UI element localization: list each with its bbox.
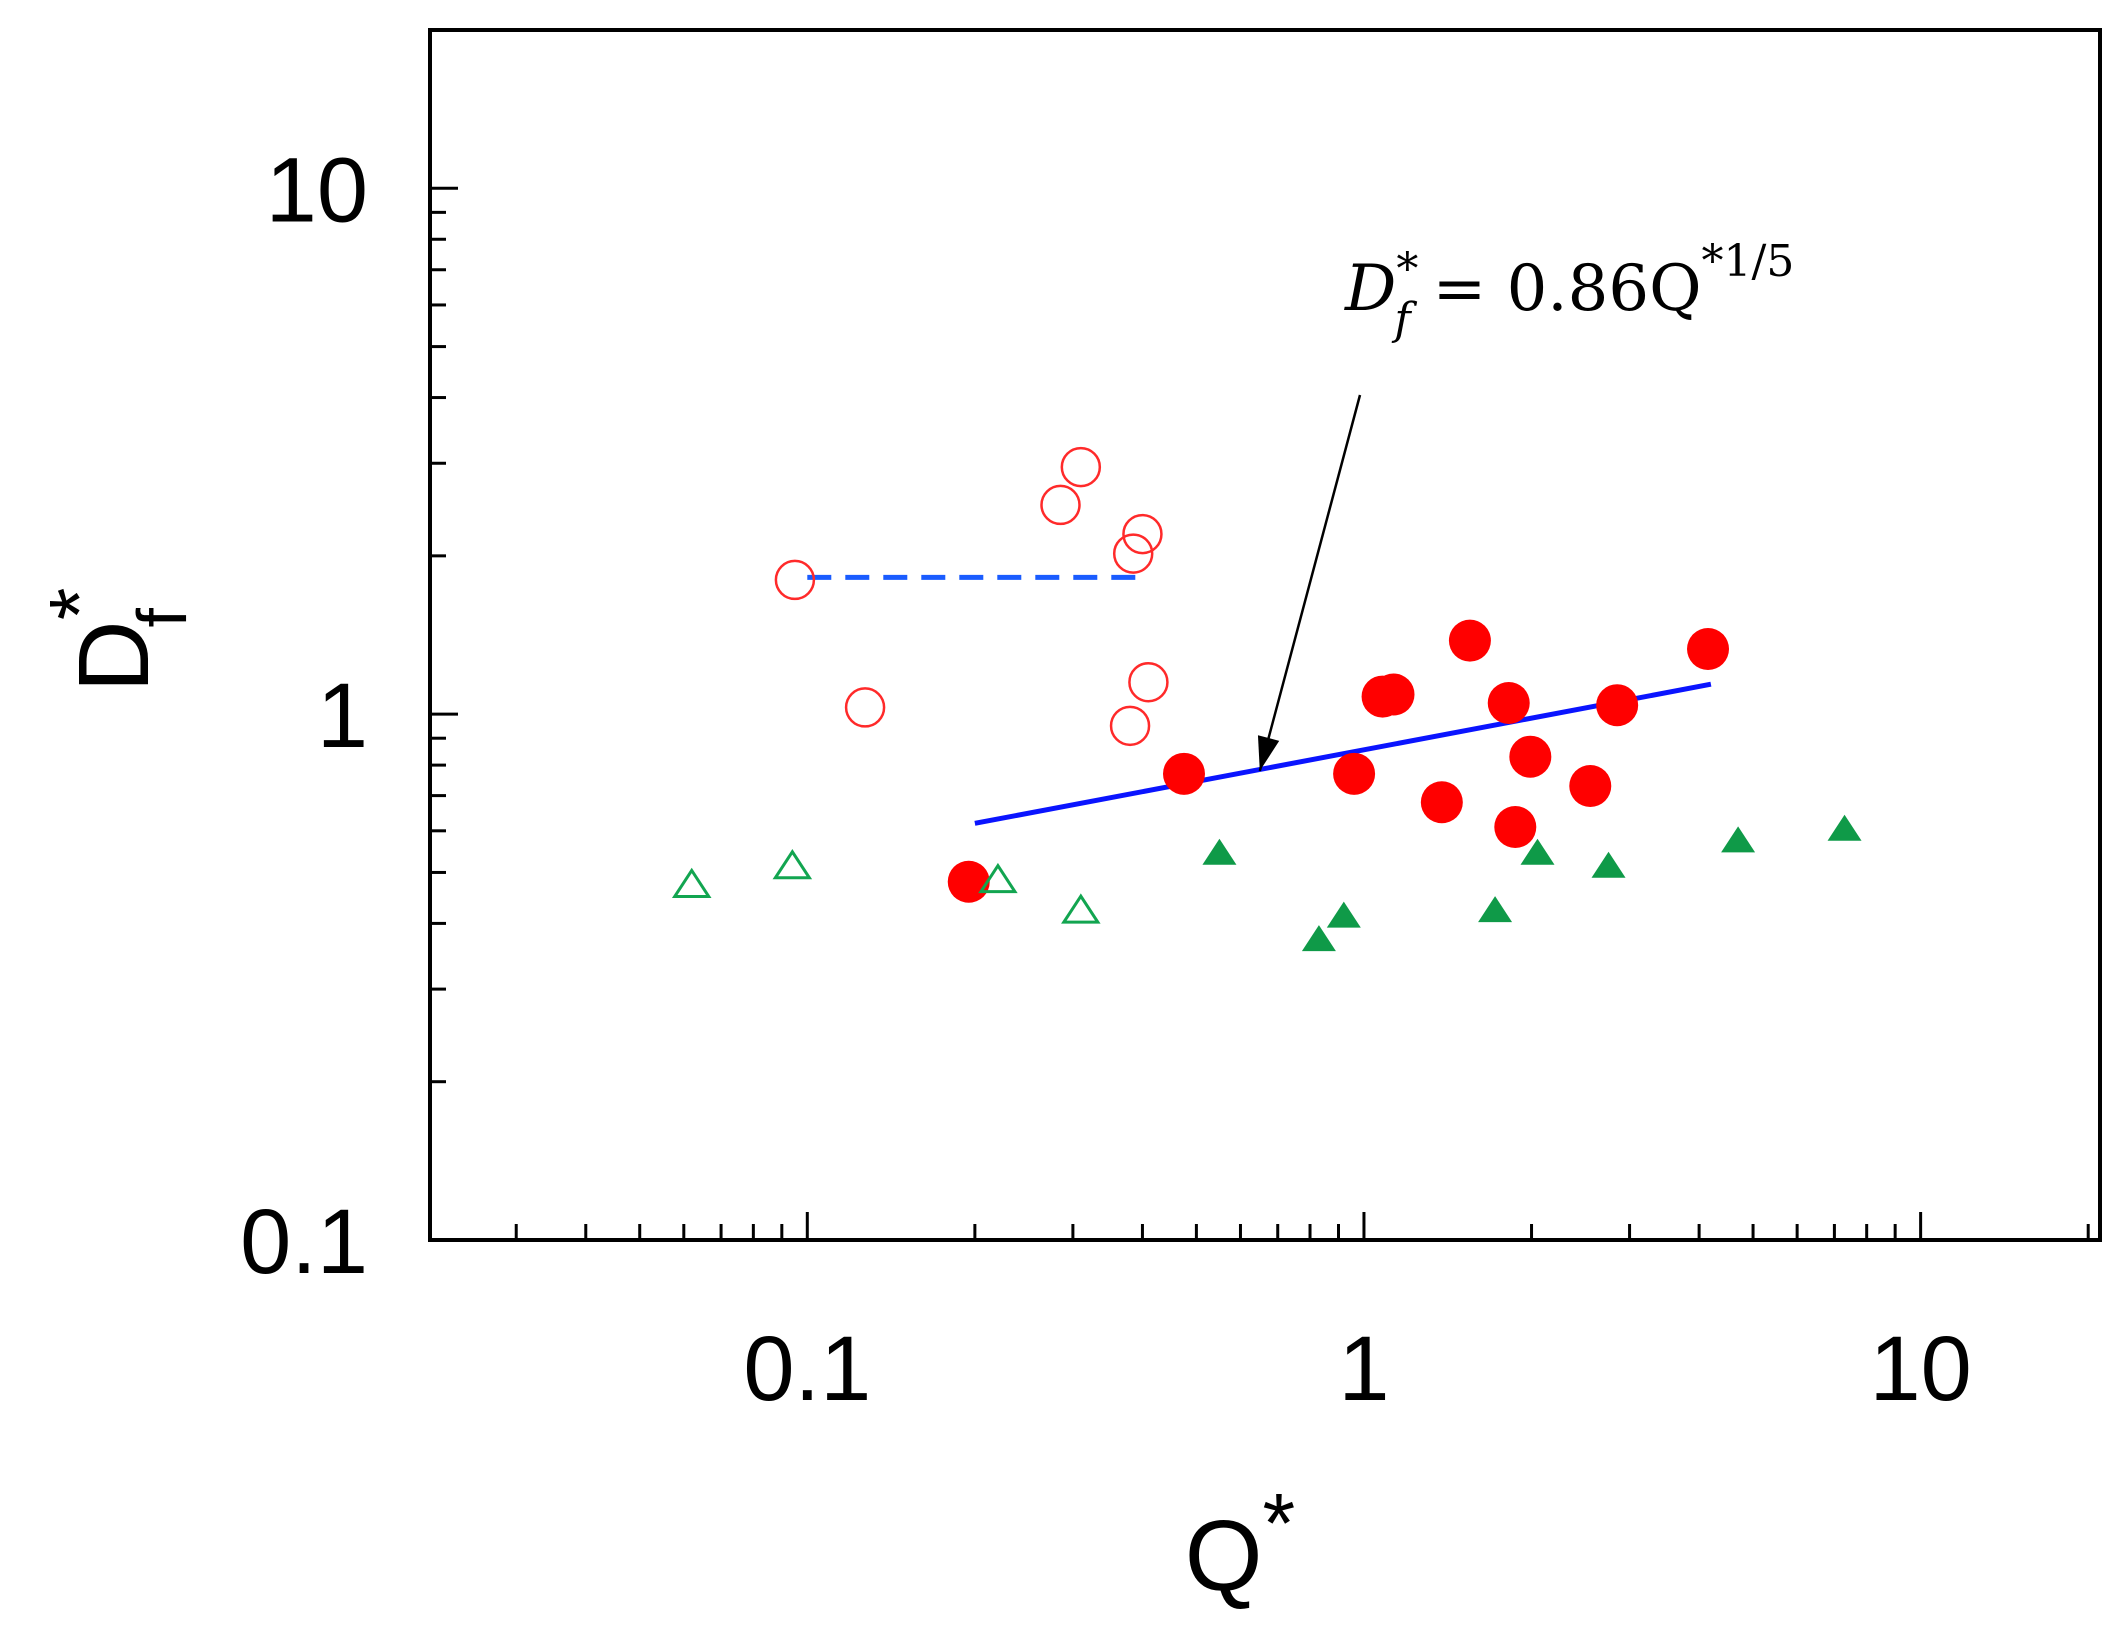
y-axis-label-main: D [58, 620, 170, 692]
y-tick-label: 1 [317, 665, 368, 767]
filled-circle-point [1569, 765, 1612, 808]
tick-labels: 0.1 1 10 0.1 1 10 [240, 139, 1972, 1420]
x-tick-label: 10 [1869, 1318, 1971, 1420]
fit-equation-lhs: D [1344, 252, 1396, 326]
fit-equation-lhs-sup: * [1396, 244, 1418, 295]
fit-equation-rhs: = 0.86Q [1433, 252, 1702, 326]
filled-circle-point [1372, 673, 1415, 716]
data-points [671, 446, 1862, 952]
open-triangle-point [671, 867, 712, 898]
open-triangle-point [978, 862, 1018, 894]
filled-circle-point [1448, 619, 1491, 662]
x-tick-label: 0.1 [743, 1318, 871, 1420]
open-circle-point [1109, 705, 1151, 747]
open-circle-point [1060, 446, 1102, 488]
open-triangle-point [772, 849, 813, 880]
filled-triangle-point [1591, 851, 1626, 878]
annotation-arrow [1258, 394, 1362, 772]
y-axis-label: D*f [32, 588, 201, 693]
filled-circle-point [1687, 628, 1730, 671]
filled-circle-point [1333, 752, 1376, 795]
filled-circle-point [1420, 781, 1463, 824]
filled-circle-point [947, 860, 990, 903]
fit-lines [807, 574, 1712, 826]
filled-circle-point [1487, 682, 1530, 725]
x-axis-label-star: * [1263, 1476, 1296, 1570]
filled-triangle-point [1301, 925, 1336, 952]
open-circle-point [774, 559, 816, 601]
y-axis-label-star: * [32, 588, 126, 621]
annotation-arrowhead [1257, 735, 1280, 771]
x-axis-label-main: Q [1185, 1500, 1263, 1612]
open-circle-point [844, 687, 886, 728]
fit-equation: D* f = 0.86Q*1/5 [1344, 236, 1794, 345]
open-circle-point [1122, 513, 1163, 555]
plot-frame [428, 28, 2102, 1242]
axis-ticks [430, 28, 2090, 1242]
y-axis-label-sub: f [123, 608, 201, 628]
fit-equation-rhs-sup: *1/5 [1702, 236, 1795, 287]
filled-triangle-point [1202, 838, 1237, 865]
y-tick-label: 10 [266, 139, 368, 241]
fit-line [974, 681, 1712, 826]
open-circle-point [1040, 484, 1081, 526]
filled-triangle-point [1827, 814, 1862, 841]
filled-triangle-point [1478, 896, 1513, 923]
fit-equation-lhs-sub: f [1391, 294, 1417, 345]
x-tick-label: 1 [1338, 1318, 1389, 1420]
filled-triangle-point [1326, 901, 1361, 928]
filled-circle-point [1162, 752, 1205, 795]
open-circle-point [1112, 533, 1154, 574]
open-triangle-point [1061, 893, 1101, 924]
open-circle-point [1128, 661, 1169, 703]
x-axis-label: Q* [1185, 1476, 1296, 1612]
filled-circle-point [1494, 806, 1537, 849]
filled-circle-point [1596, 684, 1639, 727]
y-tick-label: 0.1 [240, 1191, 368, 1293]
filled-triangle-point [1520, 838, 1555, 865]
filled-circle-point [1509, 735, 1552, 778]
filled-triangle-point [1721, 826, 1756, 853]
